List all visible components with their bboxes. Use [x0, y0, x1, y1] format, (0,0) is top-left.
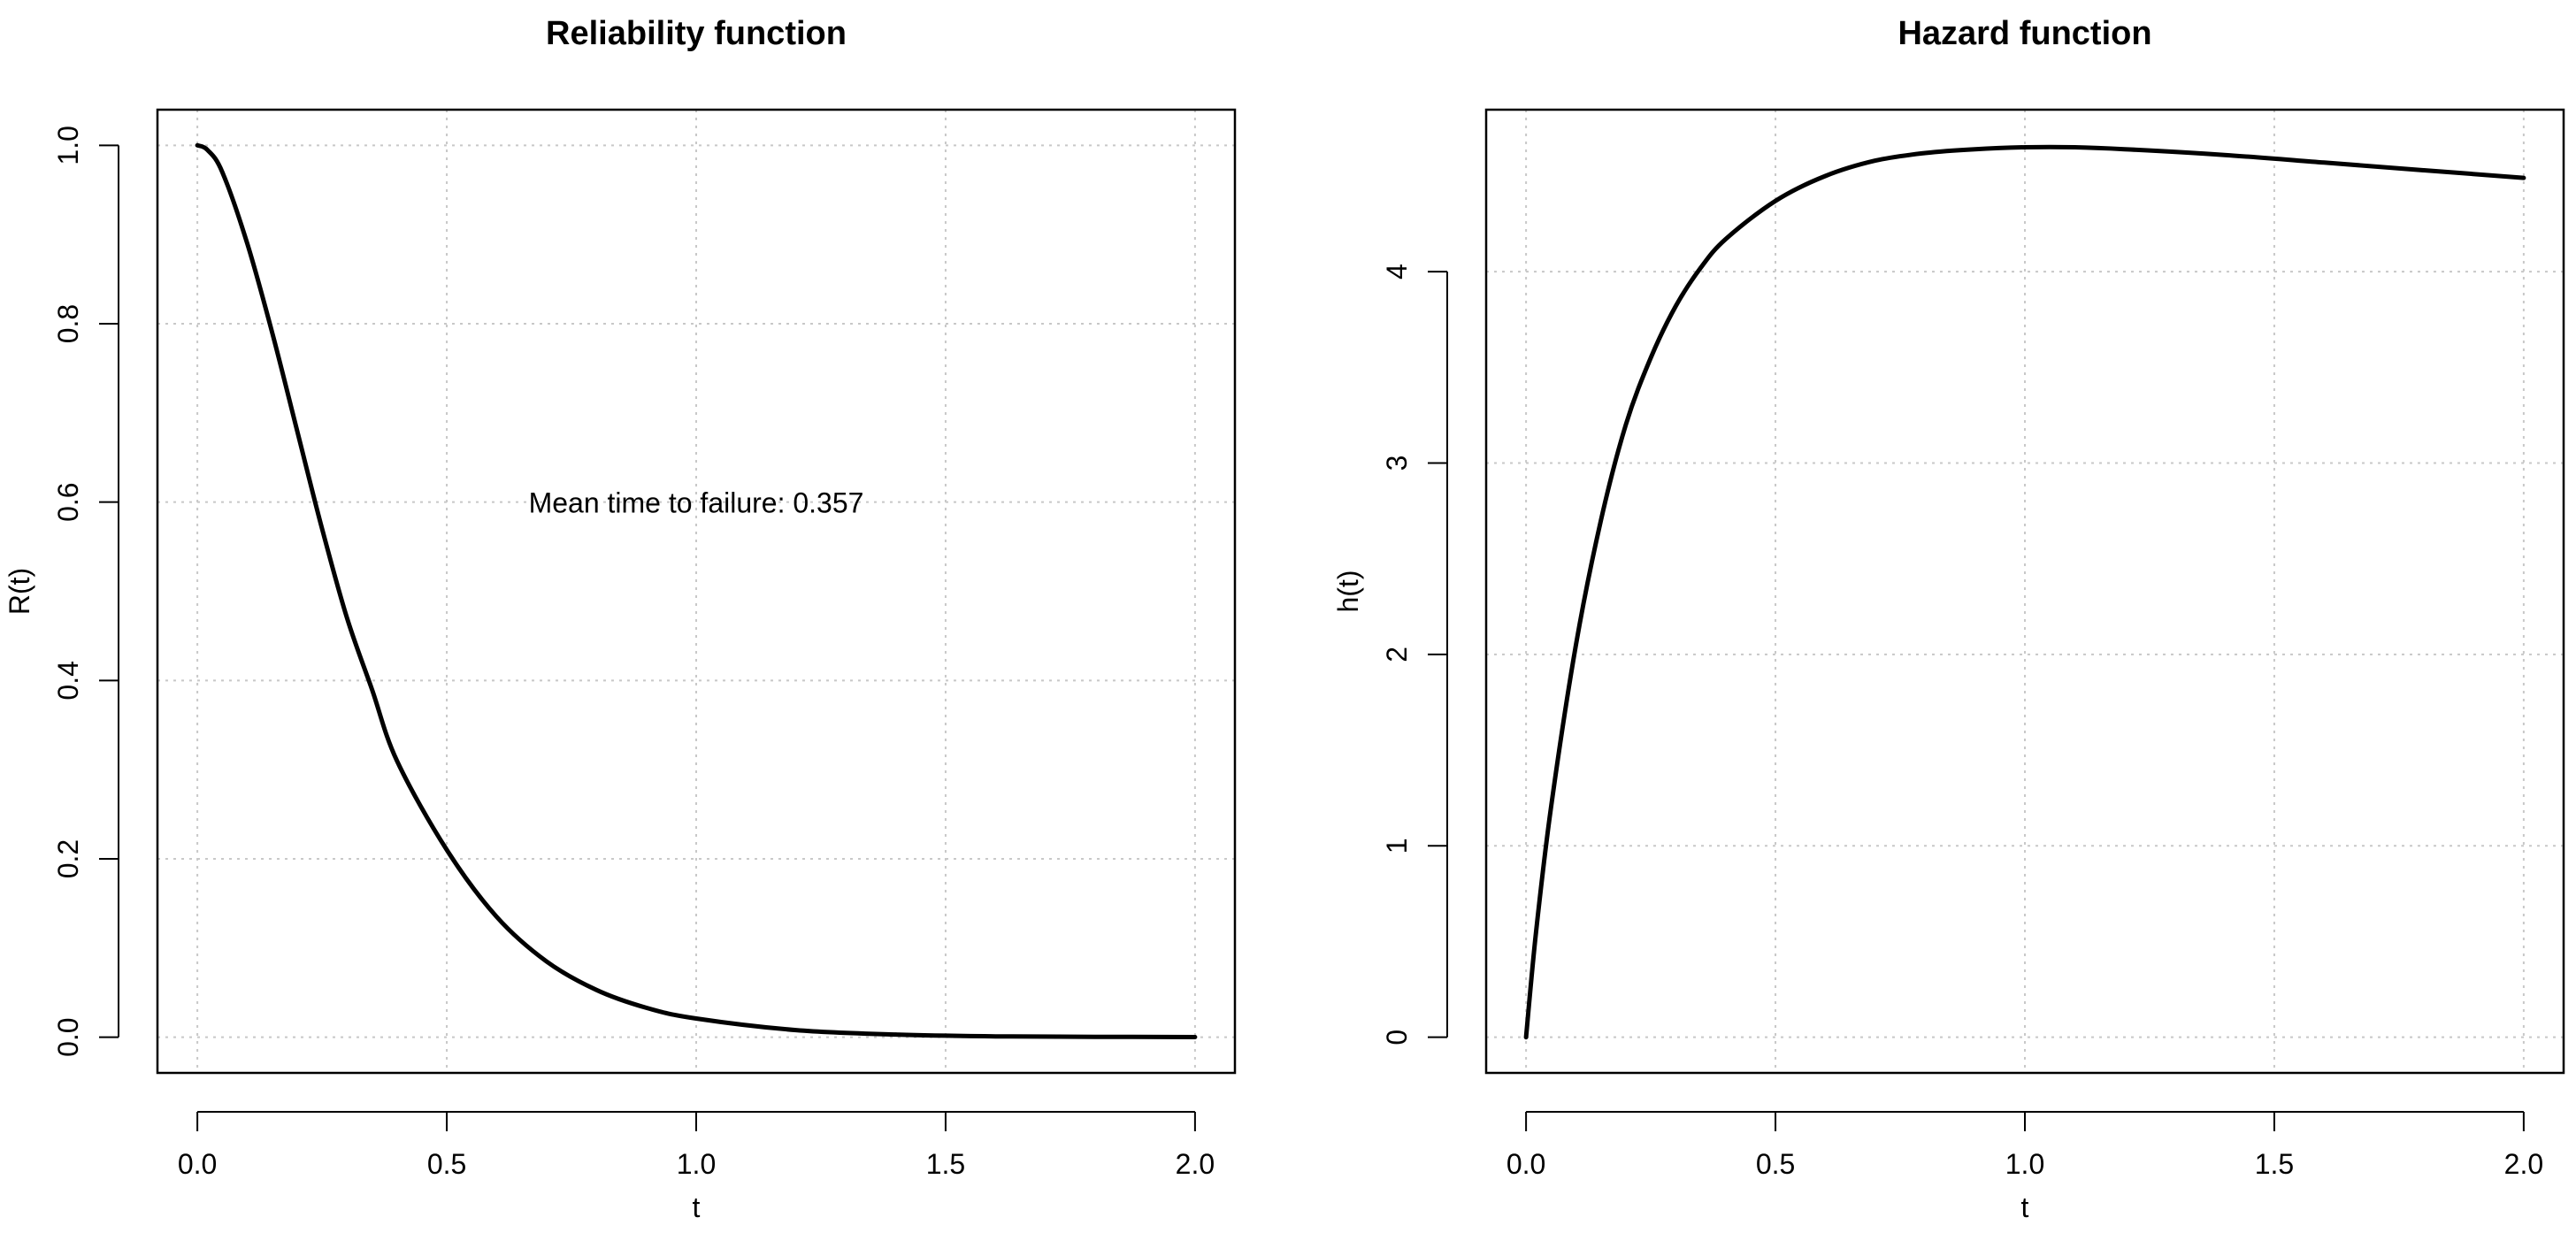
reliability-y-tick-label-5: 1.0 [52, 126, 84, 165]
hazard-y-tick-label-1: 1 [1381, 838, 1413, 854]
reliability-x-tick-label-3: 1.5 [926, 1148, 965, 1180]
reliability-panel: 0.0 0.5 1.0 1.5 2.0 0.0 0.2 0.4 0.6 0.8 1.0 Reliabi… [4, 15, 1237, 1223]
hazard-x-tick-label-4: 2.0 [2504, 1148, 2543, 1180]
reliability-y-tick-label-1: 0.2 [52, 839, 84, 878]
hazard-chart-title: Hazard function [1898, 15, 2151, 52]
hazard-plot-frame [1484, 108, 2565, 1075]
hazard-x-axis-label: t [2021, 1191, 2029, 1223]
hazard-x-tick-label-1: 0.5 [1756, 1148, 1795, 1180]
hazard-x-tick-label-0: 0.0 [1506, 1148, 1545, 1180]
hazard-y-tick-label-0: 0 [1381, 1030, 1413, 1045]
hazard-y-tick-label-4: 4 [1381, 264, 1413, 280]
reliability-x-tick-label-2: 1.0 [677, 1148, 716, 1180]
reliability-x-tick-label-1: 0.5 [427, 1148, 466, 1180]
reliability-y-tick-label-3: 0.6 [52, 482, 84, 521]
reliability-annotation: Mean time to failure: 0.357 [529, 487, 864, 519]
reliability-x-tick-label-0: 0.0 [178, 1148, 217, 1180]
reliability-x-axis-label: t [693, 1191, 701, 1223]
reliability-chart-title: Reliability function [546, 15, 847, 52]
reliability-x-tick-label-4: 2.0 [1176, 1148, 1215, 1180]
hazard-y-tick-label-2: 2 [1381, 647, 1413, 662]
reliability-y-tick-label-0: 0.0 [52, 1017, 84, 1056]
reliability-y-tick-label-4: 0.8 [52, 304, 84, 343]
hazard-x-tick-label-2: 1.0 [2005, 1148, 2044, 1180]
hazard-series-line-0 [1523, 144, 2526, 1040]
reliability-y-tick-label-2: 0.4 [52, 661, 84, 700]
hazard-y-tick-label-3: 3 [1381, 456, 1413, 471]
reliability-y-axis-label: R(t) [4, 568, 35, 615]
reliability-series-line-0 [195, 142, 1198, 1039]
hazard-panel: 0.0 0.5 1.0 1.5 2.0 0 1 2 3 4 Hazard function t h(t) [1332, 15, 2565, 1223]
hazard-y-axis-label: h(t) [1332, 571, 1364, 613]
hazard-x-tick-label-3: 1.5 [2255, 1148, 2294, 1180]
reliability-plot-frame [156, 108, 1237, 1075]
